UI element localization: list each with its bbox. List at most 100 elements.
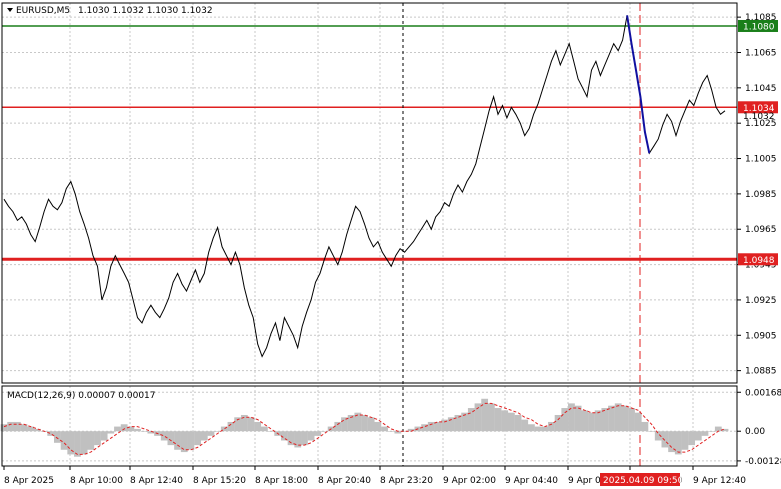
macd-histogram-bar [147,431,155,434]
time-tick-label: 8 Apr 15:20 [193,476,246,486]
macd-histogram-bar [347,414,355,432]
macd-histogram-bar [494,408,502,432]
macd-histogram-bar [127,426,135,432]
time-tick-label: 9 Apr 12:40 [693,476,746,486]
macd-histogram-bar [314,431,322,436]
price-tick-label: 1.0965 [745,225,777,235]
macd-histogram-bar [628,408,635,432]
macd-histogram-bar [140,431,148,432]
macd-histogram-bar [240,414,248,432]
macd-histogram-bar [701,431,709,436]
macd-histogram-bar [708,431,716,432]
macd-histogram-bar [200,431,208,441]
macd-histogram-bar [114,426,121,432]
macd-histogram-bar [227,421,235,432]
macd-histogram-bar [447,417,455,432]
price-tick-label: 1.1025 [745,119,777,129]
level-price-tag [738,101,778,114]
ohlc-readout: 1.1030 1.1032 1.1030 1.1032 [78,6,213,16]
price-tick-label: 1.1005 [745,155,777,165]
macd-histogram-bar [33,428,41,432]
macd-histogram-bar [487,403,495,432]
macd-histogram-bar [441,419,449,432]
macd-histogram-bar [481,398,489,432]
macd-histogram-bar [27,426,35,432]
macd-histogram-bar [354,412,362,432]
macd-histogram-bar [287,431,295,446]
macd-histogram-bar [120,424,128,432]
macd-histogram-bar [280,431,288,441]
macd-histogram-bar [514,414,522,432]
macd-histogram-bar [160,431,168,441]
macd-histogram-bar [180,431,188,453]
macd-tick-label: 0.00 [745,427,765,437]
price-tick-label: 1.0985 [745,190,777,200]
macd-histogram-bar [554,414,562,432]
macd-histogram-bar [187,431,195,450]
macd-tick-label: -0.00128 [745,457,781,467]
macd-signal-line [3,402,726,455]
macd-histogram-bar [668,431,675,453]
macd-histogram-bar [307,431,315,441]
macd-histogram-bar [361,414,368,432]
macd-histogram-bar [341,417,348,432]
macd-histogram-bar [381,426,388,432]
macd-histogram-bar [13,421,21,432]
macd-histogram-bar [0,424,8,432]
macd-histogram-bar [321,431,328,432]
macd-histogram-bar [401,431,408,432]
macd-histogram-bar [594,410,602,432]
macd-histogram-bar [427,421,435,432]
macd-histogram-bar [80,431,88,455]
time-tick-label: 9 Apr 04:40 [505,476,558,486]
time-tick-label: 9 Apr 07:20 [568,476,621,486]
macd-title: MACD(12,26,9) 0.00007 0.00017 [7,391,156,401]
time-tick-label: 8 Apr 2025 [4,476,54,486]
macd-histogram-bar [334,421,342,432]
price-tick-label: 1.0945 [745,261,777,271]
macd-histogram-bar [301,431,308,446]
price-tick-label: 1.1045 [745,84,777,94]
macd-histogram-bar [527,424,535,432]
macd-histogram-bar [407,428,415,432]
macd-tick-label: 0.00168 [745,388,781,398]
macd-histogram-bar [654,431,662,441]
level-price-label: 1.0948 [743,256,775,266]
macd-histogram-bar [247,417,255,432]
macd-histogram-bar [674,431,682,455]
time-tick-label: 8 Apr 12:40 [130,476,183,486]
macd-histogram-bar [501,410,509,432]
macd-histogram-bar [7,421,15,432]
macd-histogram-bar [234,417,242,432]
level-price-tag [738,19,778,32]
macd-histogram-bar [614,403,622,432]
macd-histogram-bar [100,431,108,441]
macd-histogram-bar [387,431,395,432]
price-pane-frame [1,2,738,384]
macd-histogram-bar [621,405,629,432]
macd-histogram-bar [507,412,515,432]
macd-histogram-bar [214,431,222,432]
macd-histogram-bar [167,431,175,446]
price-tick-label: 1.0925 [745,296,777,306]
macd-histogram-bar [260,426,268,432]
chart-menu-triangle-icon[interactable] [7,8,13,12]
macd-histogram-bar [581,410,589,432]
macd-pane-frame [1,385,738,467]
macd-histogram-bar [721,428,729,432]
macd-histogram-bar [608,405,615,432]
macd-histogram-bar [521,419,529,432]
macd-histogram-bar [94,431,101,446]
macd-histogram-bar [74,431,81,457]
time-tick-label: 8 Apr 23:20 [380,476,433,486]
macd-histogram-bar [548,421,555,432]
macd-histogram-bar [47,431,55,436]
macd-histogram-bar [267,431,275,432]
macd-histogram-bar [601,408,609,432]
macd-histogram-bar [107,431,115,434]
macd-histogram-bar [534,426,542,432]
macd-histogram-bar [561,408,569,432]
time-tick-label: 8 Apr 20:40 [318,476,371,486]
